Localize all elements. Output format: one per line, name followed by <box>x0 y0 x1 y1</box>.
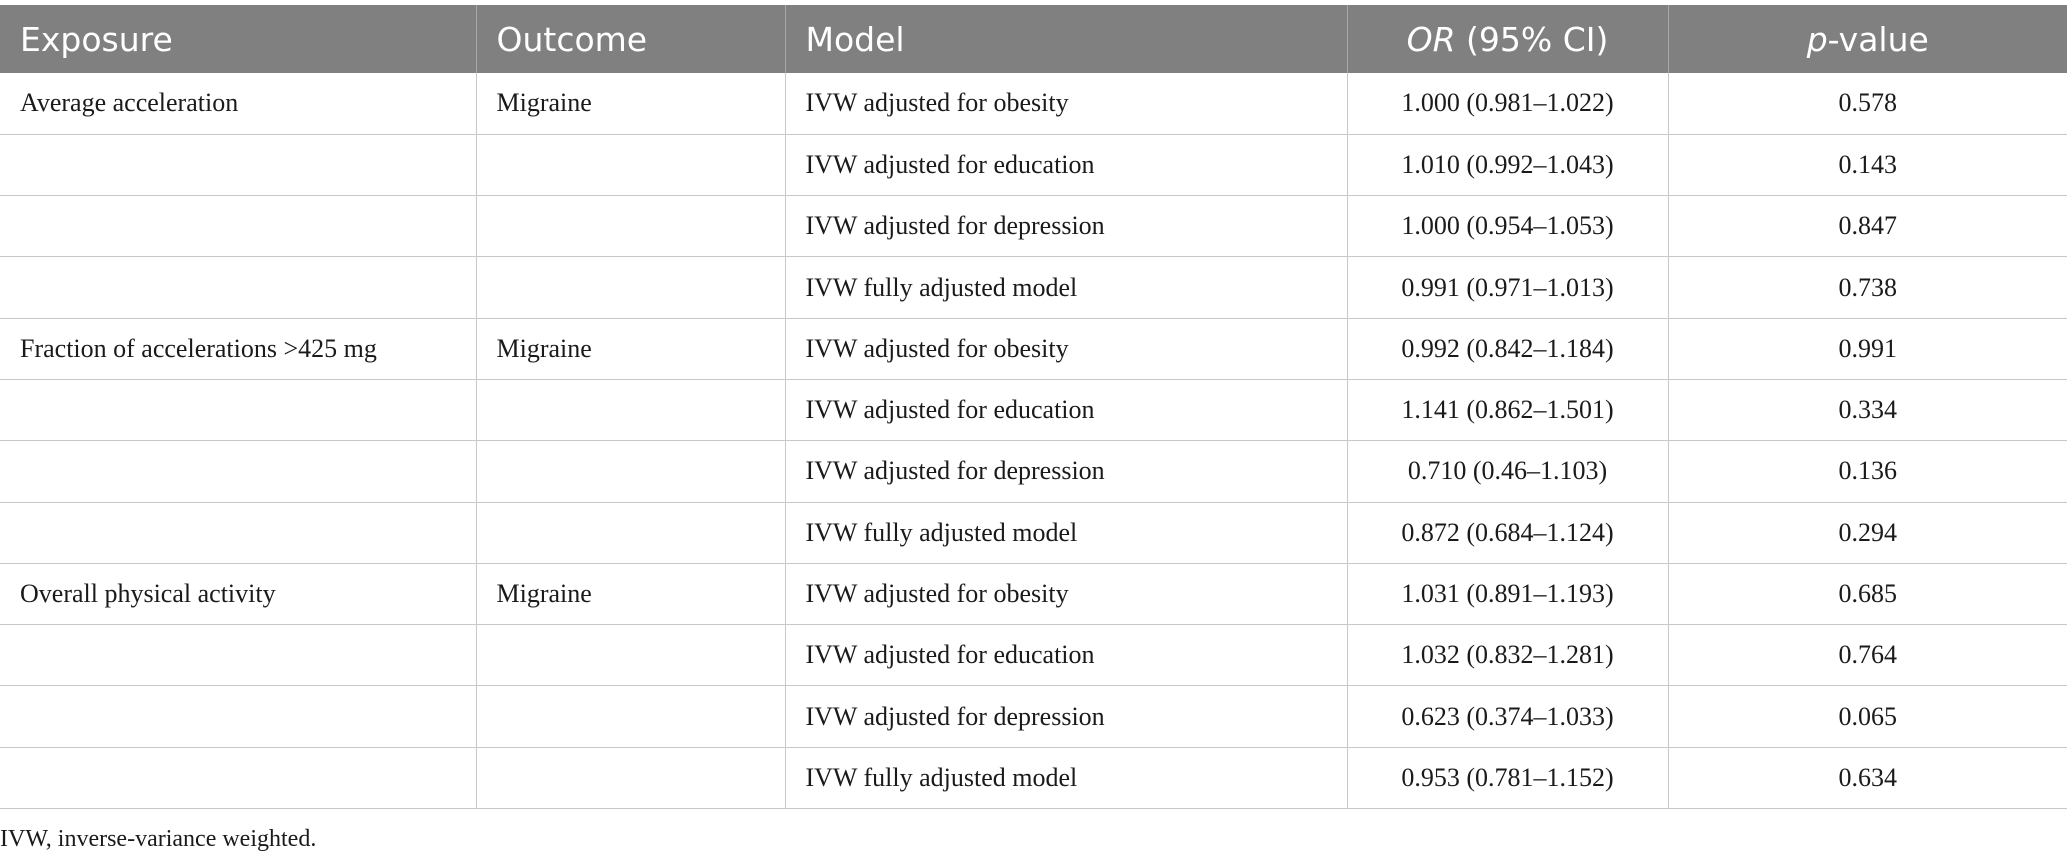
table-footnote: IVW, inverse-variance weighted. <box>0 826 317 852</box>
cell-outcome: Migraine <box>475 73 785 135</box>
cell-model: IVW adjusted for education <box>784 134 1347 197</box>
cell-exposure <box>0 134 476 197</box>
cell-outcome <box>475 134 785 197</box>
cell-outcome <box>475 747 785 810</box>
cell-exposure: Fraction of accelerations >425 mg <box>0 318 476 380</box>
cell-model: IVW adjusted for obesity <box>784 318 1347 380</box>
cell-model: IVW adjusted for depression <box>784 440 1347 503</box>
cell-outcome <box>475 195 785 258</box>
table-header: Exposure Outcome Model OR (95% CI) p-val… <box>0 5 2067 73</box>
cell-model: IVW adjusted for depression <box>784 685 1347 748</box>
cell-outcome <box>475 685 785 748</box>
header-or-rest: (95% CI) <box>1455 19 1609 59</box>
cell-exposure <box>0 440 476 503</box>
table-body: Average acceleration Migraine IVW adjusted… <box>0 73 2067 810</box>
header-row: Exposure Outcome Model OR (95% CI) p-val… <box>0 5 2067 73</box>
cell-outcome <box>475 256 785 319</box>
cell-exposure <box>0 685 476 748</box>
cell-exposure <box>0 624 476 687</box>
cell-odds-ratio: 0.991 (0.971–1.013) <box>1346 256 1668 319</box>
table-row: IVW fully adjusted model 0.953 (0.781–1.1… <box>0 747 2067 810</box>
cell-p-value: 0.578 <box>1667 73 2067 135</box>
table-row: IVW adjusted for depression 1.000 (0.954–… <box>0 195 2067 258</box>
table-row: IVW adjusted for depression 0.710 (0.46–1… <box>0 440 2067 503</box>
table-row: Overall physical activity Migraine IVW adj… <box>0 563 2067 626</box>
table-row: IVW adjusted for education 1.010 (0.992–1… <box>0 134 2067 197</box>
cell-outcome <box>475 502 785 564</box>
cell-odds-ratio: 0.953 (0.781–1.152) <box>1346 747 1668 810</box>
cell-exposure: Average acceleration <box>0 73 476 135</box>
header-exposure: Exposure <box>20 19 173 59</box>
cell-p-value: 0.136 <box>1667 440 2067 503</box>
cell-exposure <box>0 502 476 564</box>
table-row: IVW adjusted for education 1.141 (0.862–1… <box>0 379 2067 442</box>
cell-model: IVW adjusted for obesity <box>784 563 1347 626</box>
cell-exposure <box>0 195 476 258</box>
cell-odds-ratio: 0.872 (0.684–1.124) <box>1346 502 1668 564</box>
cell-odds-ratio: 1.031 (0.891–1.193) <box>1346 563 1668 626</box>
cell-exposure <box>0 256 476 319</box>
cell-odds-ratio: 0.623 (0.374–1.033) <box>1346 685 1668 748</box>
table-row: IVW adjusted for depression 0.623 (0.374–… <box>0 685 2067 748</box>
cell-exposure <box>0 747 476 810</box>
cell-p-value: 0.334 <box>1667 379 2067 442</box>
cell-model: IVW adjusted for education <box>784 624 1347 687</box>
cell-p-value: 0.764 <box>1667 624 2067 687</box>
cell-odds-ratio: 1.010 (0.992–1.043) <box>1346 134 1668 197</box>
cell-outcome <box>475 379 785 442</box>
cell-model: IVW fully adjusted model <box>784 256 1347 319</box>
cell-odds-ratio: 1.141 (0.862–1.501) <box>1346 379 1668 442</box>
table-row: IVW fully adjusted model 0.872 (0.684–1.1… <box>0 502 2067 564</box>
header-p-italic: p <box>1806 19 1828 59</box>
cell-p-value: 0.847 <box>1667 195 2067 258</box>
cell-p-value: 0.065 <box>1667 685 2067 748</box>
header-model: Model <box>784 5 1347 73</box>
table-row: Average acceleration Migraine IVW adjusted… <box>0 73 2067 135</box>
cell-outcome <box>475 624 785 687</box>
table-row: IVW fully adjusted model 0.991 (0.971–1.0… <box>0 256 2067 319</box>
cell-p-value: 0.294 <box>1667 502 2067 564</box>
cell-outcome: Migraine <box>475 318 785 380</box>
header-outcome: Outcome <box>475 5 785 73</box>
cell-odds-ratio: 0.710 (0.46–1.103) <box>1346 440 1668 503</box>
cell-exposure <box>0 379 476 442</box>
cell-p-value: 0.143 <box>1667 134 2067 197</box>
table-row: Fraction of accelerations >425 mg Migrain… <box>0 318 2067 380</box>
cell-odds-ratio: 0.992 (0.842–1.184) <box>1346 318 1668 380</box>
cell-odds-ratio: 1.000 (0.981–1.022) <box>1346 73 1668 135</box>
cell-model: IVW fully adjusted model <box>784 747 1347 810</box>
cell-odds-ratio: 1.032 (0.832–1.281) <box>1346 624 1668 687</box>
cell-p-value: 0.634 <box>1667 747 2067 810</box>
cell-outcome <box>475 440 785 503</box>
table-row: IVW adjusted for education 1.032 (0.832–1… <box>0 624 2067 687</box>
cell-model: IVW adjusted for obesity <box>784 73 1347 135</box>
cell-outcome: Migraine <box>475 563 785 626</box>
cell-p-value: 0.738 <box>1667 256 2067 319</box>
header-odds-ratio: OR (95% CI) <box>1346 5 1668 73</box>
cell-model: IVW adjusted for education <box>784 379 1347 442</box>
results-table: Exposure Outcome Model OR (95% CI) p-val… <box>0 5 2067 810</box>
cell-odds-ratio: 1.000 (0.954–1.053) <box>1346 195 1668 258</box>
cell-p-value: 0.685 <box>1667 563 2067 626</box>
header-p-value: p-value <box>1667 5 2067 73</box>
header-p-rest: -value <box>1827 19 1929 59</box>
header-or-italic: OR <box>1406 19 1456 59</box>
cell-p-value: 0.991 <box>1667 318 2067 380</box>
results-table-wrapper: Exposure Outcome Model OR (95% CI) p-val… <box>0 5 2067 810</box>
cell-model: IVW adjusted for depression <box>784 195 1347 258</box>
cell-exposure: Overall physical activity <box>0 563 476 626</box>
cell-model: IVW fully adjusted model <box>784 502 1347 564</box>
